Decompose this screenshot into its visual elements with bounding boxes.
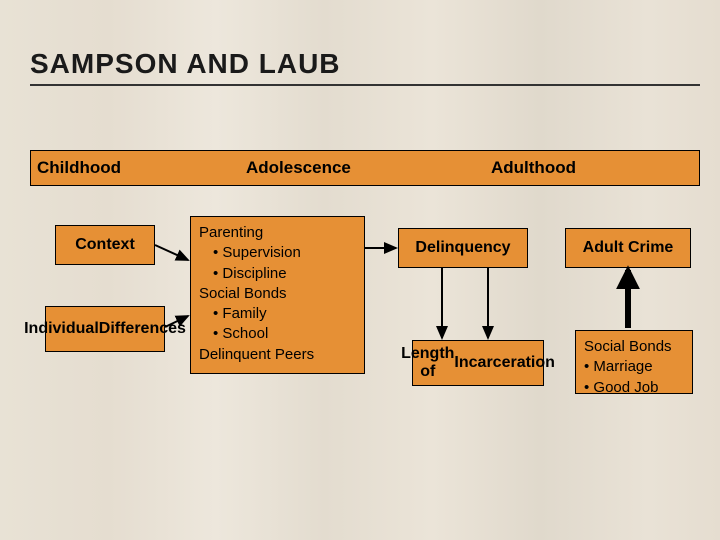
box-parenting-block: Parenting• Supervision• DisciplineSocial… (190, 216, 365, 374)
box-context: Context (55, 225, 155, 265)
box-delinquency: Delinquency (398, 228, 528, 268)
title-underline (30, 84, 700, 86)
phase-header-bar: Childhood Adolescence Adulthood (30, 150, 700, 186)
phase-header-childhood: Childhood (37, 158, 121, 178)
phase-header-adulthood: Adulthood (491, 158, 576, 178)
box-adult-crime: Adult Crime (565, 228, 691, 268)
arrow-context (155, 245, 188, 260)
box-individual-differences: IndividualDifferences (45, 306, 165, 352)
page-title: SAMPSON AND LAUB (30, 48, 341, 80)
phase-header-adolescence: Adolescence (246, 158, 351, 178)
box-social-bonds: Social Bonds• Marriage• Good Job (575, 330, 693, 394)
box-length-incarceration: Length ofIncarceration (412, 340, 544, 386)
